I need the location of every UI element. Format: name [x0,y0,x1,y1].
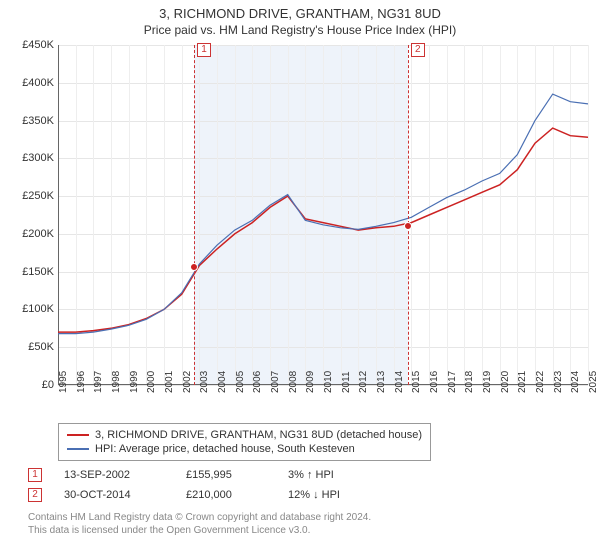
x-tick-label: 2025 [588,371,600,393]
event-marker-number: 2 [411,43,425,57]
line-series-svg [58,45,588,385]
event-marker-dot [190,263,198,271]
legend-swatch [67,448,89,450]
y-tick-label: £150K [22,266,54,278]
y-tick-label: £250K [22,190,54,202]
legend-label: 3, RICHMOND DRIVE, GRANTHAM, NG31 8UD (d… [95,429,422,441]
chart-title: 3, RICHMOND DRIVE, GRANTHAM, NG31 8UD [0,0,600,21]
y-tick-label: £400K [22,77,54,89]
y-tick-label: £200K [22,228,54,240]
event-row: 2 30-OCT-2014 £210,000 12% ↓ HPI [28,485,590,505]
y-tick-label: £100K [22,303,54,315]
event-marker-dot [404,222,412,230]
y-tick-label: £450K [22,39,54,51]
y-tick-label: £50K [28,341,54,353]
event-hpi-delta: 3% ↑ HPI [288,469,388,481]
chart-area: £0 £50K £100K £150K £200K £250K £300K £350K £400… [10,45,590,415]
event-price: £155,995 [186,469,266,481]
series-line [58,128,588,332]
x-axis: 1995199619971998199920002001200220032004… [58,385,588,415]
event-marker-number: 1 [197,43,211,57]
footer-line-1: Contains HM Land Registry data © Crown c… [28,511,590,524]
event-date: 13-SEP-2002 [64,469,164,481]
legend-label: HPI: Average price, detached house, Sout… [95,443,355,455]
plot-area: 12 [58,45,588,385]
legend-row: 3, RICHMOND DRIVE, GRANTHAM, NG31 8UD (d… [67,428,422,442]
event-number-box: 2 [28,488,42,502]
legend-swatch [67,434,89,436]
legend-row: HPI: Average price, detached house, Sout… [67,442,422,456]
event-marker-line [408,45,409,385]
y-axis: £0£50K£100K£150K£200K£250K£300K£350K£400… [10,45,58,385]
event-row: 1 13-SEP-2002 £155,995 3% ↑ HPI [28,465,590,485]
event-date: 30-OCT-2014 [64,489,164,501]
series-line [58,94,588,334]
chart-subtitle: Price paid vs. HM Land Registry's House … [0,21,600,45]
event-price: £210,000 [186,489,266,501]
y-tick-label: £0 [42,379,54,391]
attribution-footer: Contains HM Land Registry data © Crown c… [28,511,590,537]
y-tick-label: £300K [22,152,54,164]
legend: 3, RICHMOND DRIVE, GRANTHAM, NG31 8UD (d… [58,423,431,461]
gridline-v [588,45,589,385]
event-hpi-delta: 12% ↓ HPI [288,489,388,501]
y-tick-label: £350K [22,115,54,127]
footer-line-2: This data is licensed under the Open Gov… [28,524,590,537]
event-number-box: 1 [28,468,42,482]
event-table: 1 13-SEP-2002 £155,995 3% ↑ HPI 2 30-OCT-2014… [28,465,590,505]
event-marker-line [194,45,195,385]
